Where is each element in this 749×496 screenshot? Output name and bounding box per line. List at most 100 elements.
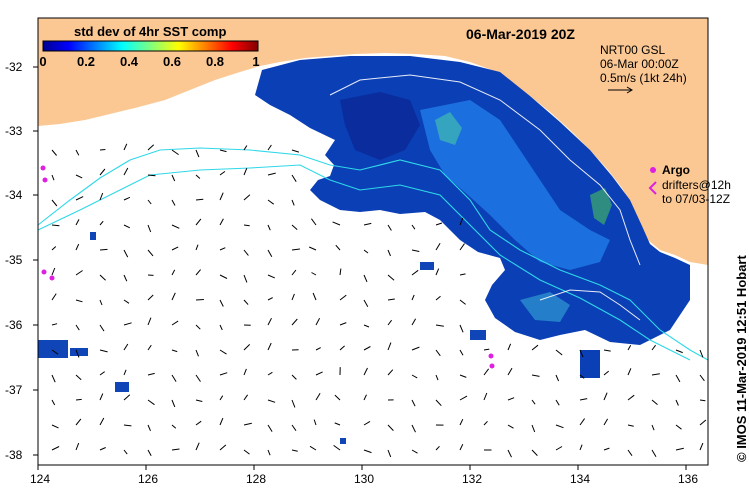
- current-arrow: [312, 292, 317, 301]
- colorbar-tick-3: 0.6: [162, 54, 182, 69]
- current-arrow: [219, 247, 226, 251]
- current-arrow: [75, 270, 83, 276]
- current-arrow: [459, 243, 465, 251]
- current-arrow: [483, 348, 490, 351]
- current-arrow: [75, 243, 80, 251]
- current-arrow: [171, 399, 176, 408]
- current-arrow: [627, 424, 634, 427]
- current-arrow: [75, 324, 80, 331]
- current-arrow: [651, 399, 658, 405]
- current-arrow: [99, 349, 108, 353]
- current-arrow: [363, 449, 372, 454]
- current-arrow: [334, 422, 341, 426]
- current-arrow: [51, 267, 56, 276]
- current-arrow: [75, 374, 82, 381]
- current-arrow: [291, 174, 297, 182]
- x-tick-label: 126: [138, 472, 159, 486]
- current-arrow: [459, 374, 467, 378]
- current-arrow: [339, 322, 347, 326]
- current-arrow: [291, 449, 298, 452]
- current-arrow: [123, 274, 128, 282]
- current-arrow: [411, 269, 419, 276]
- current-arrow: [147, 144, 155, 151]
- current-arrow: [531, 424, 536, 433]
- current-arrow: [99, 248, 108, 251]
- current-arrow: [291, 248, 300, 251]
- current-arrow: [147, 449, 152, 456]
- current-arrow: [267, 342, 272, 351]
- current-arrow: [332, 221, 341, 226]
- current-arrow: [99, 371, 105, 376]
- current-arrow: [435, 295, 441, 301]
- current-arrow: [99, 447, 106, 451]
- current-arrow: [363, 367, 368, 376]
- current-arrow: [507, 424, 514, 429]
- current-arrow: [147, 174, 156, 177]
- current-arrow: [309, 445, 317, 451]
- current-arrow: [243, 168, 248, 176]
- current-arrow: [171, 292, 176, 301]
- current-arrow: [51, 323, 58, 326]
- current-arrow: [219, 218, 224, 226]
- current-arrow: [334, 394, 341, 401]
- current-arrow: [363, 346, 371, 351]
- current-arrow: [171, 374, 177, 382]
- current-arrow: [99, 149, 106, 151]
- current-arrow: [435, 324, 444, 327]
- current-arrow: [195, 269, 201, 276]
- current-arrow: [675, 424, 682, 430]
- current-arrow: [291, 199, 295, 206]
- current-arrow: [627, 449, 633, 456]
- current-arrow: [579, 349, 584, 358]
- current-arrow: [123, 224, 131, 229]
- sst-data-field: [38, 56, 690, 444]
- current-arrow: [99, 220, 104, 226]
- current-arrow: [243, 274, 248, 283]
- current-arrow: [147, 424, 151, 431]
- current-arrow: [507, 367, 513, 376]
- y-tick-label: -37: [5, 383, 23, 397]
- current-arrow: [363, 274, 368, 283]
- current-arrow: [459, 217, 464, 226]
- current-arrow: [579, 374, 585, 379]
- current-arrow: [603, 392, 608, 401]
- current-arrow: [315, 371, 323, 376]
- current-arrow: [459, 299, 466, 305]
- current-arrow: [243, 299, 249, 305]
- current-arrow: [171, 448, 180, 451]
- current-arrow: [99, 324, 105, 332]
- current-arrow: [99, 168, 106, 176]
- current-arrow: [219, 170, 226, 176]
- current-arrow: [267, 224, 271, 231]
- current-arrow: [435, 222, 443, 226]
- current-arrow: [531, 344, 539, 351]
- current-arrow: [171, 320, 179, 326]
- legend-time: 06-Mar 00:00Z: [600, 57, 679, 71]
- current-arrow: [75, 196, 84, 201]
- current-arrow: [219, 417, 224, 426]
- current-arrow: [411, 346, 420, 351]
- current-arrow: [51, 224, 60, 227]
- current-arrow: [435, 349, 441, 357]
- x-tick-label: 130: [354, 472, 375, 486]
- current-arrow: [195, 324, 201, 330]
- current-arrow: [243, 449, 250, 455]
- date-title: 06-Mar-2019 20Z: [466, 26, 575, 42]
- legend-scale: 0.5m/s (1kt 24h): [600, 71, 687, 85]
- current-arrow: [507, 397, 515, 401]
- current-arrow: [387, 319, 393, 326]
- current-arrow: [387, 342, 392, 351]
- current-arrow: [483, 420, 488, 426]
- current-arrow: [459, 324, 464, 333]
- colorbar-tick-1: 0.2: [76, 54, 96, 69]
- current-arrow: [435, 242, 441, 251]
- current-arrow: [51, 199, 58, 207]
- current-arrow: [411, 318, 417, 326]
- current-arrow: [651, 424, 655, 431]
- current-arrow: [555, 399, 560, 406]
- current-arrow: [603, 370, 610, 376]
- current-arrow: [123, 322, 132, 326]
- colorbar-tick-2: 0.4: [119, 54, 139, 69]
- current-arrow: [219, 192, 224, 201]
